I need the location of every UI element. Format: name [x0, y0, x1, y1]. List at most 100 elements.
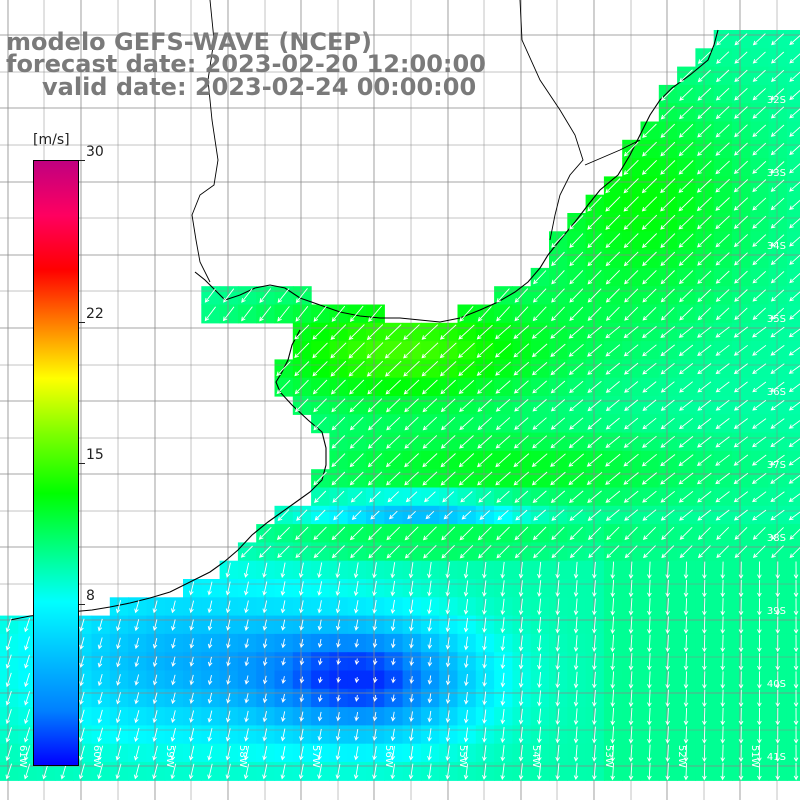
wind-arrow: [317, 619, 323, 631]
wind-arrow: [134, 637, 140, 650]
wind-arrow: [770, 271, 785, 284]
wind-arrow: [372, 763, 377, 780]
wind-arrow: [445, 637, 451, 650]
wind-arrow: [715, 124, 730, 138]
wind-arrow: [78, 763, 85, 780]
wind-arrow: [390, 619, 396, 632]
wind-arrow: [243, 562, 250, 578]
wind-arrow: [555, 690, 561, 707]
wind-arrow: [152, 637, 158, 649]
wind-arrow: [372, 677, 378, 684]
wind-arrow: [757, 653, 762, 671]
wind-arrow: [386, 435, 401, 449]
wind-arrow: [427, 763, 432, 780]
wind-arrow: [189, 600, 195, 614]
wind-arrow: [678, 251, 694, 266]
wind-arrow: [587, 214, 602, 230]
wind-arrow: [133, 763, 140, 780]
wind-arrow: [734, 307, 748, 321]
wind-arrow: [660, 288, 675, 303]
wind-arrow: [476, 324, 493, 340]
wind-arrow: [369, 491, 381, 503]
wind-arrow: [683, 561, 689, 580]
wind-arrow: [318, 658, 323, 666]
wind-arrow: [720, 653, 725, 671]
latitude-label: 33S: [767, 168, 786, 179]
wind-arrow: [405, 491, 418, 503]
wind-arrow: [295, 398, 309, 413]
wind-arrow: [678, 326, 694, 338]
wind-arrow: [610, 598, 615, 616]
wind-arrow: [642, 399, 657, 411]
wind-arrow: [610, 707, 615, 726]
wind-arrow: [770, 234, 785, 247]
wind-arrow: [702, 653, 707, 671]
wind-arrow: [715, 399, 730, 411]
wind-arrow: [683, 616, 689, 634]
wind-arrow: [518, 763, 524, 780]
wind-arrow: [204, 288, 216, 303]
wind-arrow: [390, 711, 396, 722]
wind-arrow: [628, 616, 634, 634]
wind-arrow: [555, 744, 560, 762]
wind-arrow: [335, 562, 341, 579]
wind-arrow: [568, 362, 584, 376]
wind-arrow: [793, 689, 799, 708]
latitude-label: 36S: [767, 387, 786, 398]
wind-arrow: [788, 511, 800, 521]
wind-arrow: [384, 342, 402, 359]
wind-arrow: [514, 306, 529, 322]
wind-arrow: [331, 471, 346, 486]
wind-arrow: [495, 324, 511, 340]
wind-arrow: [793, 579, 799, 598]
wind-arrow: [152, 656, 158, 668]
wind-arrow: [403, 379, 420, 395]
wind-arrow: [789, 218, 800, 229]
wind-arrow: [752, 509, 767, 521]
wind-arrow: [757, 671, 762, 689]
wind-arrow: [476, 342, 493, 358]
wind-arrow: [679, 381, 693, 393]
wind-arrow: [23, 763, 31, 780]
wind-arrow: [592, 689, 597, 707]
wind-arrow: [770, 381, 785, 393]
wind-arrow: [751, 472, 767, 484]
wind-arrow: [367, 435, 383, 449]
wind-arrow: [696, 196, 712, 212]
wind-arrow: [372, 728, 378, 742]
wind-arrow: [683, 671, 689, 689]
wind-arrow: [353, 763, 359, 780]
wind-arrow: [421, 324, 439, 340]
wind-arrow: [573, 653, 579, 671]
wind-arrow: [624, 417, 639, 430]
wind-arrow: [757, 726, 762, 744]
wind-arrow: [5, 654, 12, 669]
wind-arrow: [628, 707, 634, 726]
wind-arrow: [702, 579, 707, 598]
wind-arrow: [500, 635, 506, 652]
wind-arrow: [770, 454, 785, 466]
wind-arrow: [733, 491, 749, 503]
wind-arrow: [354, 694, 360, 702]
wind-arrow: [624, 545, 638, 559]
wind-arrow: [518, 690, 524, 707]
wind-arrow: [555, 580, 560, 598]
wind-arrow: [587, 509, 602, 521]
wind-arrow: [78, 745, 85, 761]
wind-arrow: [752, 545, 766, 559]
wind-arrow: [647, 653, 652, 671]
wind-arrow: [610, 634, 615, 653]
wind-arrow: [299, 711, 304, 722]
wind-arrow: [518, 635, 524, 652]
wind-arrow: [440, 379, 456, 395]
wind-arrow: [770, 161, 785, 174]
latitude-label: 40S: [767, 679, 786, 690]
wind-arrow: [116, 618, 121, 632]
wind-arrow: [733, 454, 749, 466]
wind-arrow: [573, 671, 579, 689]
wind-arrow: [733, 472, 749, 485]
wind-arrow: [537, 580, 542, 598]
wind-arrow: [409, 676, 414, 685]
wind-arrow: [439, 361, 457, 377]
